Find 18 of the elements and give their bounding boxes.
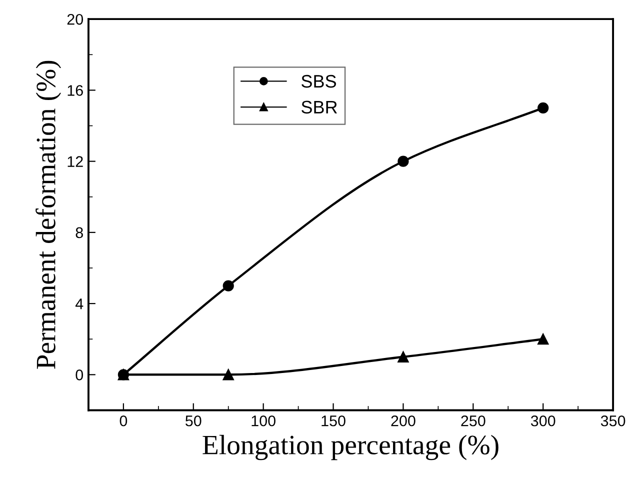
x-tick-label: 350 bbox=[600, 415, 626, 426]
x-tick-label: 150 bbox=[322, 415, 346, 426]
y-tick-label: 16 bbox=[68, 85, 83, 96]
legend-label: SBS bbox=[302, 74, 336, 88]
x-tick-label: 250 bbox=[461, 415, 486, 426]
x-tick-label: 50 bbox=[186, 415, 202, 426]
x-tick-label: 0 bbox=[120, 415, 128, 426]
y-tick-label: 0 bbox=[76, 370, 84, 380]
x-tick-label: 100 bbox=[252, 415, 276, 426]
legend-label: SBR bbox=[302, 100, 337, 114]
y-tick-label: 8 bbox=[76, 227, 83, 238]
x-tick-label: 300 bbox=[530, 415, 556, 426]
x-tick-label: 200 bbox=[391, 415, 416, 426]
x-axis-title: Elongation percentage (%) bbox=[202, 434, 498, 460]
y-tick-label: 12 bbox=[68, 156, 83, 167]
y-tick-label: 20 bbox=[67, 14, 84, 25]
y-tick-label: 4 bbox=[75, 298, 84, 310]
y-axis-title: Permanent deformation (%) bbox=[36, 60, 62, 369]
